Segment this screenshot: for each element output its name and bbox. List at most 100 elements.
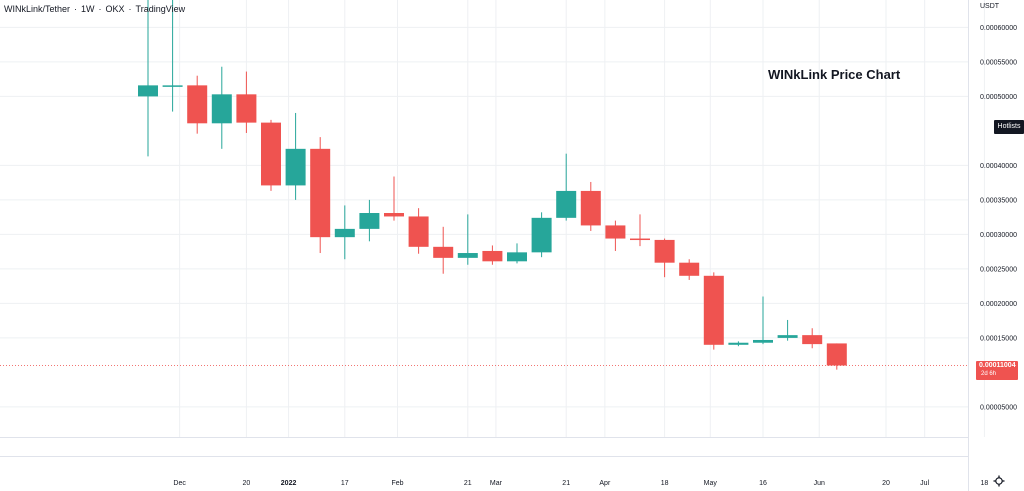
header-separator: · [74, 4, 78, 14]
candle[interactable] [162, 0, 183, 112]
x-tick-label: Jun [814, 480, 825, 487]
candle-body [630, 238, 650, 241]
y-tick-label: 0.00025000 [980, 266, 1017, 273]
x-tick-label: 21 [464, 480, 472, 487]
candle-countdown: 2d 6h [981, 371, 997, 377]
candle-body [211, 94, 232, 124]
header-separator: · [98, 4, 102, 14]
x-tick-label: Mar [490, 480, 503, 487]
y-tick-label: 0.00015000 [980, 335, 1017, 342]
candle[interactable] [679, 259, 700, 280]
candle[interactable] [580, 181, 601, 231]
time-axis[interactable]: Dec 20 2022 17 Feb 21 Mar 21 Apr 18 May 16 Jun 20 Jul 1… [173, 480, 988, 487]
candle[interactable] [261, 119, 281, 191]
candle-body [334, 228, 355, 238]
candle[interactable] [728, 341, 749, 347]
candle-body [507, 252, 527, 262]
candle-body [285, 148, 306, 186]
settings-gear-icon[interactable] [993, 475, 1005, 487]
x-tick-label: 21 [562, 480, 570, 487]
candle-body [826, 343, 847, 366]
x-tick-label: Dec [173, 480, 186, 487]
price-axis[interactable]: 0.00005000 0.00015000 0.00020000 0.00025000… [980, 25, 1017, 412]
candle[interactable] [802, 328, 823, 349]
candle[interactable] [777, 319, 798, 341]
candle-body [605, 225, 626, 239]
candle-body [482, 250, 503, 262]
current-price-value: 0.00011004 [979, 362, 1016, 369]
x-tick-label: Jul [920, 480, 929, 487]
hotlists-button[interactable]: Hotlists [994, 120, 1024, 134]
x-tick-label: Feb [391, 480, 403, 487]
candle[interactable] [334, 205, 355, 260]
x-tick-label: 2022 [281, 480, 297, 487]
candle-body [359, 213, 380, 229]
candle[interactable] [826, 343, 847, 370]
x-tick-label: 18 [661, 480, 669, 487]
candle[interactable] [408, 208, 429, 254]
x-tick-label: 20 [243, 480, 251, 487]
current-price-tag: 0.00011004 2d 6h [976, 361, 1018, 380]
candle[interactable] [285, 112, 306, 200]
symbol-name[interactable]: WINkLink/Tether [4, 4, 71, 14]
y-tick-label: 0.00005000 [980, 404, 1017, 411]
candle-body [654, 239, 675, 263]
candle[interactable] [433, 226, 454, 274]
x-tick-label: May [704, 480, 718, 487]
currency-label[interactable]: USDT [980, 3, 1000, 10]
y-tick-label: 0.00040000 [980, 163, 1017, 170]
candle[interactable] [556, 153, 577, 221]
candle-body [580, 190, 601, 226]
candle[interactable] [654, 238, 675, 278]
candle-body [728, 342, 749, 345]
candle-body [384, 213, 404, 217]
chart-title: WINkLink Price Chart [768, 67, 901, 82]
candle[interactable] [753, 296, 773, 345]
candle[interactable] [507, 243, 527, 264]
x-tick-label: 16 [759, 480, 767, 487]
y-tick-label: 0.00030000 [980, 232, 1017, 239]
candle[interactable] [236, 71, 257, 133]
candle-body [162, 85, 183, 87]
symbol-header: WINkLink/Tether · 1W · OKX · TradingView [4, 4, 189, 14]
candle-body [310, 148, 331, 238]
candle[interactable] [359, 199, 380, 242]
candle-body [261, 122, 281, 186]
y-tick-label: 0.00035000 [980, 197, 1017, 204]
source-label: TradingView [135, 4, 186, 14]
candle-body [556, 190, 577, 218]
header-separator: · [128, 4, 132, 14]
candle[interactable] [630, 214, 650, 247]
candle-body [457, 253, 478, 258]
y-tick-label: 0.00020000 [980, 301, 1017, 308]
candle[interactable] [703, 272, 724, 350]
candle[interactable] [384, 176, 404, 221]
candle[interactable] [531, 212, 552, 258]
exchange-label: OKX [105, 4, 125, 14]
candle-body [753, 339, 773, 343]
candle-body [187, 85, 208, 124]
y-tick-label: 0.00050000 [980, 94, 1017, 101]
candle-body [138, 85, 158, 97]
x-tick-label: 17 [341, 480, 349, 487]
x-tick-label: 18 [981, 480, 989, 487]
candle-body [236, 94, 257, 123]
candles [138, 0, 847, 370]
candle-body [777, 335, 798, 338]
candle[interactable] [211, 66, 232, 149]
candle[interactable] [482, 245, 503, 265]
y-tick-label: 0.00060000 [980, 25, 1017, 32]
candle-body [408, 216, 429, 247]
candle[interactable] [138, 0, 158, 157]
candle[interactable] [310, 137, 331, 254]
candle-body [802, 335, 823, 345]
interval-label[interactable]: 1W [81, 4, 95, 14]
y-tick-label: 0.00055000 [980, 59, 1017, 66]
candle-body [703, 275, 724, 345]
candle[interactable] [605, 220, 626, 251]
candle[interactable] [187, 75, 208, 134]
candle-body [433, 246, 454, 258]
x-tick-label: Apr [599, 480, 611, 487]
candle[interactable] [457, 214, 478, 265]
